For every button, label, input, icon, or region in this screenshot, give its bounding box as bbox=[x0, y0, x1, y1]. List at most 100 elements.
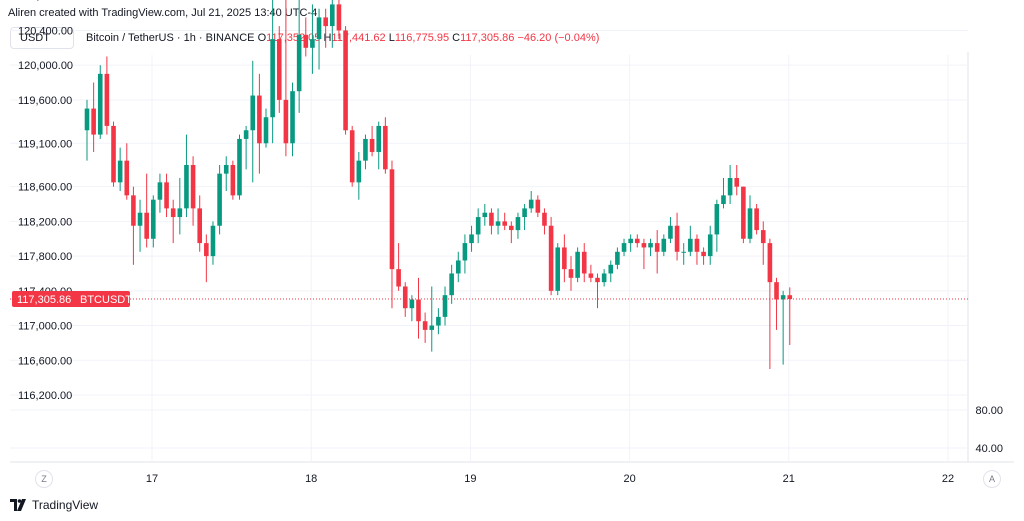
candle bbox=[787, 287, 793, 346]
candle-body bbox=[780, 295, 786, 300]
candle-body bbox=[151, 199, 156, 239]
candle bbox=[747, 195, 753, 244]
candle-body bbox=[581, 251, 587, 274]
candle-body bbox=[383, 125, 388, 170]
candle bbox=[774, 277, 779, 330]
candle bbox=[615, 247, 620, 270]
candle-body bbox=[363, 138, 368, 161]
candle-body bbox=[416, 299, 421, 322]
candle bbox=[170, 199, 176, 244]
candle bbox=[634, 234, 640, 248]
candle bbox=[608, 260, 614, 283]
candle-body bbox=[727, 178, 733, 196]
candle bbox=[210, 221, 216, 265]
candle-body bbox=[250, 95, 256, 131]
candle bbox=[157, 173, 163, 213]
candle-body bbox=[276, 39, 282, 100]
candle-body bbox=[343, 30, 348, 131]
candle-body bbox=[184, 164, 189, 209]
candle bbox=[151, 195, 156, 248]
candle-body bbox=[237, 138, 242, 196]
candle bbox=[257, 73, 262, 174]
candle bbox=[436, 308, 441, 335]
indicator-tick-label: 40.00 bbox=[975, 443, 1003, 455]
candle-body bbox=[177, 208, 183, 218]
price-tick-label: 116,200.00 bbox=[18, 390, 72, 402]
candle bbox=[562, 234, 567, 283]
candle-body bbox=[522, 208, 527, 218]
candle-body bbox=[469, 234, 474, 244]
candle bbox=[184, 134, 189, 218]
last-price-badge bbox=[12, 291, 130, 308]
candle-body bbox=[396, 269, 401, 287]
low-value: 116,775.95 bbox=[394, 32, 450, 44]
auto-scale-a-button[interactable]: A bbox=[983, 470, 1001, 488]
candle-body bbox=[787, 295, 793, 299]
candle-body bbox=[436, 316, 441, 326]
candle bbox=[555, 243, 561, 296]
time-tick-label: 20 bbox=[623, 473, 635, 485]
candle-body bbox=[747, 208, 753, 239]
candle bbox=[137, 199, 143, 252]
candle-body bbox=[131, 195, 136, 226]
candle-body bbox=[701, 251, 706, 257]
auto-scale-z-button[interactable]: Z bbox=[35, 470, 53, 488]
tradingview-logo-icon bbox=[10, 499, 26, 511]
price-tick-label: 117,000.00 bbox=[18, 321, 72, 333]
candle-body bbox=[615, 251, 620, 265]
candle bbox=[402, 282, 408, 317]
candle-body bbox=[734, 178, 740, 187]
candle-body bbox=[754, 208, 759, 231]
candle-body bbox=[336, 4, 342, 31]
candle-body bbox=[210, 225, 216, 257]
candle-body bbox=[442, 295, 448, 317]
candle-body bbox=[601, 273, 607, 283]
candle-body bbox=[688, 238, 693, 252]
candle-body bbox=[714, 204, 720, 235]
candle bbox=[349, 125, 355, 187]
candle-body bbox=[104, 73, 110, 126]
time-tick-label: 17 bbox=[146, 473, 158, 485]
candle bbox=[250, 60, 256, 183]
candle bbox=[197, 195, 203, 252]
tradingview-logo[interactable]: TradingView bbox=[10, 498, 98, 512]
candle bbox=[575, 247, 580, 283]
candle-body bbox=[648, 243, 653, 248]
candle bbox=[581, 243, 587, 283]
candle-body bbox=[575, 251, 580, 278]
last-price-symbol: BTCUSDT bbox=[80, 294, 132, 306]
symbol-description[interactable]: Bitcoin / TetherUS · 1h · BINANCE bbox=[86, 32, 255, 44]
candle-body bbox=[502, 221, 507, 226]
candle-body bbox=[290, 91, 295, 144]
candle-body bbox=[137, 212, 143, 226]
candle-body bbox=[230, 164, 236, 196]
candle bbox=[263, 108, 269, 148]
candle bbox=[701, 247, 706, 265]
candle bbox=[316, 8, 322, 70]
candle bbox=[469, 225, 474, 252]
candle-body bbox=[197, 208, 203, 244]
candle-body bbox=[495, 221, 501, 226]
candle-body bbox=[283, 99, 289, 144]
candle bbox=[509, 221, 514, 244]
candle bbox=[117, 147, 123, 192]
currency-selector-button[interactable]: USDT bbox=[10, 27, 74, 49]
close-label: C bbox=[452, 32, 461, 44]
candle-body bbox=[369, 138, 375, 152]
candle-body bbox=[608, 264, 614, 274]
candle-body bbox=[721, 195, 726, 205]
candle-body bbox=[568, 269, 574, 278]
candle bbox=[714, 199, 720, 252]
candle bbox=[455, 251, 461, 283]
candle bbox=[290, 82, 295, 157]
candle bbox=[495, 208, 501, 235]
candle-body bbox=[243, 130, 249, 139]
price-tick-label: 119,100.00 bbox=[18, 138, 72, 150]
candle bbox=[641, 238, 647, 270]
candle bbox=[741, 186, 746, 244]
candle-body bbox=[681, 251, 686, 253]
candle bbox=[707, 225, 713, 265]
time-tick-label: 18 bbox=[305, 473, 317, 485]
candle bbox=[111, 121, 116, 187]
